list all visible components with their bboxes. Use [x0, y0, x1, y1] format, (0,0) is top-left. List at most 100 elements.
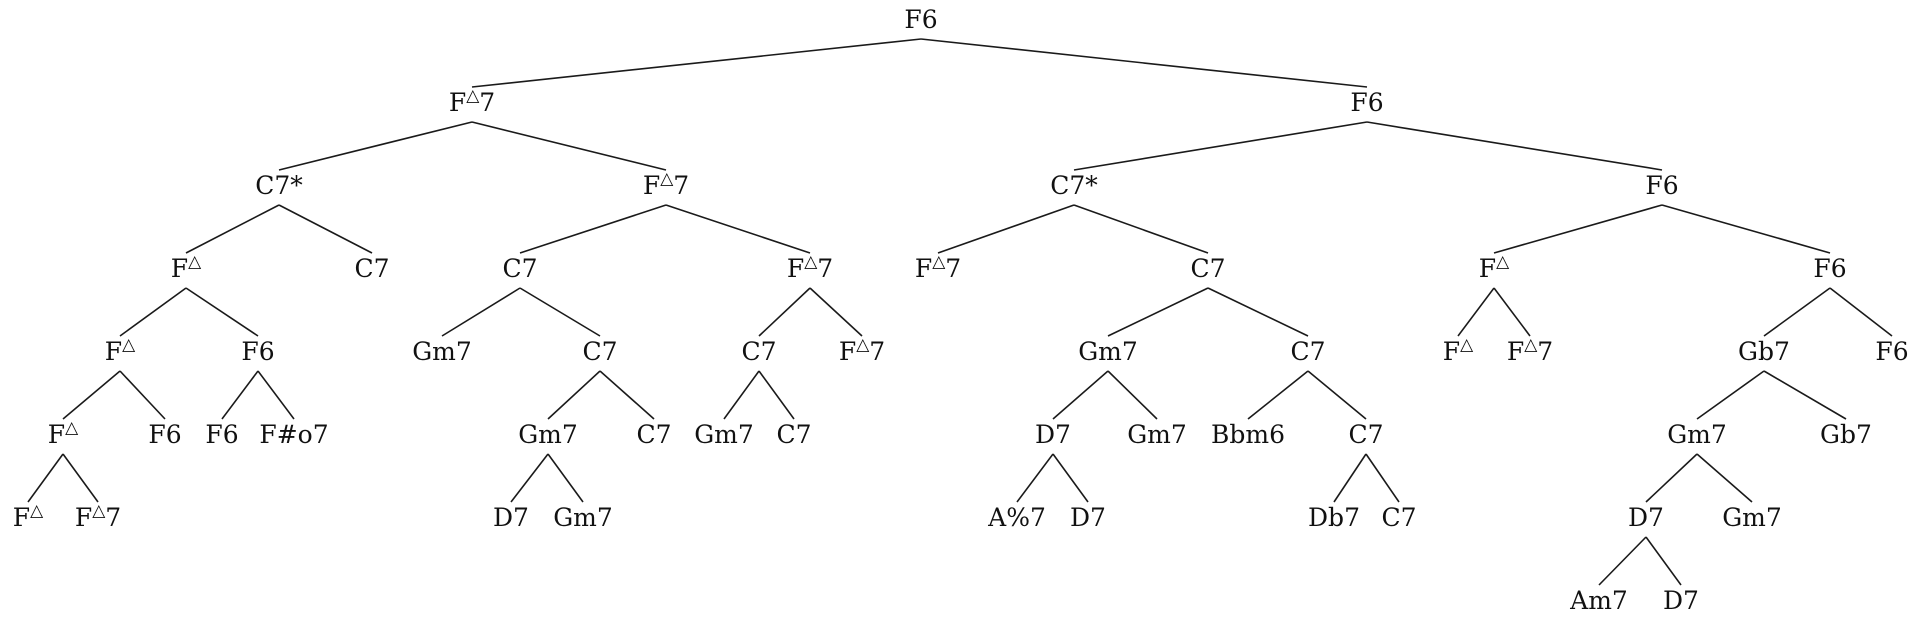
chord-node-f-maj7: F△7	[839, 335, 885, 366]
chord-node-f-maj7: F△7	[75, 501, 121, 532]
tree-edge	[920, 38, 1368, 88]
chord-node-f6: F6	[148, 420, 181, 449]
chord-node-c7: C7	[502, 254, 537, 283]
chord-node-f-maj7: F△7	[449, 86, 495, 117]
chord-node-f6: F6	[205, 420, 238, 449]
chord-node-gm7: Gm7	[1078, 337, 1138, 366]
chord-node-gm7: Gm7	[694, 420, 754, 449]
chord-node-c7: C7	[354, 254, 389, 283]
tree-edge	[257, 370, 295, 420]
tree-edge	[510, 453, 549, 503]
chord-node-gb7: Gb7	[1820, 420, 1872, 449]
chord-node-c7: C7	[636, 420, 671, 449]
chord-node-am7: Am7	[1569, 586, 1628, 615]
tree-edge	[1052, 370, 1109, 420]
tree-edge	[758, 370, 795, 420]
chord-node-gm7: Gm7	[1127, 420, 1187, 449]
chord-node-f-maj: F△	[1479, 252, 1510, 283]
chord-node-d7: D7	[493, 503, 529, 532]
tree-edge	[1107, 287, 1209, 337]
tree-edge	[119, 370, 166, 420]
chord-node-f6: F6	[1350, 88, 1383, 117]
chord-node-c7-star: C7*	[255, 171, 303, 200]
tree-edge	[1493, 204, 1663, 254]
tree-edge	[471, 121, 667, 171]
chord-node-f-maj: F△	[105, 335, 136, 366]
tree-edge	[62, 370, 121, 420]
tree-edge	[1307, 370, 1367, 420]
tree-edge	[1696, 370, 1765, 420]
chord-node-f6: F6	[904, 5, 937, 34]
tree-edge	[1073, 204, 1209, 254]
tree-edge	[1073, 121, 1368, 171]
chord-node-gb7: Gb7	[1738, 337, 1790, 366]
chord-node-gm7: Gm7	[518, 420, 578, 449]
tree-edge	[278, 204, 373, 254]
chord-node-gm7: Gm7	[1667, 420, 1727, 449]
tree-edge	[547, 453, 584, 503]
tree-edge	[471, 38, 922, 88]
tree-edge	[1207, 287, 1309, 337]
chord-node-d7: D7	[1070, 503, 1106, 532]
tree-edge	[547, 370, 601, 420]
chord-node-f-maj7: F△7	[915, 252, 961, 283]
chord-node-d7: D7	[1035, 420, 1071, 449]
tree-edge	[1763, 287, 1831, 337]
chord-node-gm7: Gm7	[553, 503, 613, 532]
tree-edge	[665, 204, 811, 254]
tree-edge	[1645, 453, 1698, 503]
tree-edge	[723, 370, 760, 420]
chord-node-f-maj: F△	[171, 252, 202, 283]
tree-edge	[758, 287, 811, 337]
chord-node-f-sharpo7: F#o7	[259, 420, 328, 449]
chord-node-c7: C7	[776, 420, 811, 449]
chord-node-f6: F6	[241, 337, 274, 366]
tree-edge	[937, 204, 1075, 254]
tree-edge	[278, 121, 473, 171]
chord-node-f-maj: F△	[48, 418, 79, 449]
tree-edge	[1457, 287, 1495, 337]
tree-edge	[519, 204, 667, 254]
chord-node-f-maj7: F△7	[787, 252, 833, 283]
tree-edge	[1598, 536, 1647, 586]
tree-edge	[1365, 453, 1400, 503]
chord-node-f6: F6	[1813, 254, 1846, 283]
tree-edge	[1645, 536, 1682, 586]
tree-edge	[1493, 287, 1531, 337]
chord-node-f-maj: F△	[13, 501, 44, 532]
tree-edge	[599, 370, 655, 420]
chord-node-c7: C7	[1190, 254, 1225, 283]
tree-edge	[519, 287, 601, 337]
chord-node-f-maj: F△	[1443, 335, 1474, 366]
tree-edge	[1107, 370, 1158, 420]
chord-node-f6: F6	[1875, 337, 1908, 366]
tree-edge	[1052, 453, 1089, 503]
chord-node-c7: C7	[582, 337, 617, 366]
chord-node-gm7: Gm7	[412, 337, 472, 366]
tree-edge	[1247, 370, 1309, 420]
tree-edge	[119, 287, 187, 337]
tree-edge	[1829, 287, 1893, 337]
chord-node-c7: C7	[1381, 503, 1416, 532]
chord-node-f-maj7: F△7	[643, 169, 689, 200]
tree-nodes: F6 F△7 C7* F△ F△ F△ F△ F△7 F6 F6 F6 F#o7 C7 F△7 C7 Gm7 C…	[13, 5, 1909, 615]
chord-node-c7: C7	[1348, 420, 1383, 449]
tree-edges	[27, 38, 1893, 586]
chord-node-db7: Db7	[1308, 503, 1360, 532]
chord-node-f-maj7: F△7	[1507, 335, 1553, 366]
tree-edge	[1763, 370, 1847, 420]
chord-node-a-halfdim7: A%7	[987, 503, 1046, 532]
tree-edge	[1366, 121, 1663, 171]
tree-edge	[1016, 453, 1054, 503]
tree-edge	[62, 453, 99, 503]
chord-node-c7: C7	[741, 337, 776, 366]
tree-edge	[185, 287, 259, 337]
chord-node-d7: D7	[1663, 586, 1699, 615]
tree-edge	[1696, 453, 1753, 503]
tree-edge	[185, 204, 280, 254]
tree-edge	[441, 287, 521, 337]
tree-edge	[809, 287, 863, 337]
tree-edge	[27, 453, 64, 503]
chord-node-gm7: Gm7	[1722, 503, 1782, 532]
